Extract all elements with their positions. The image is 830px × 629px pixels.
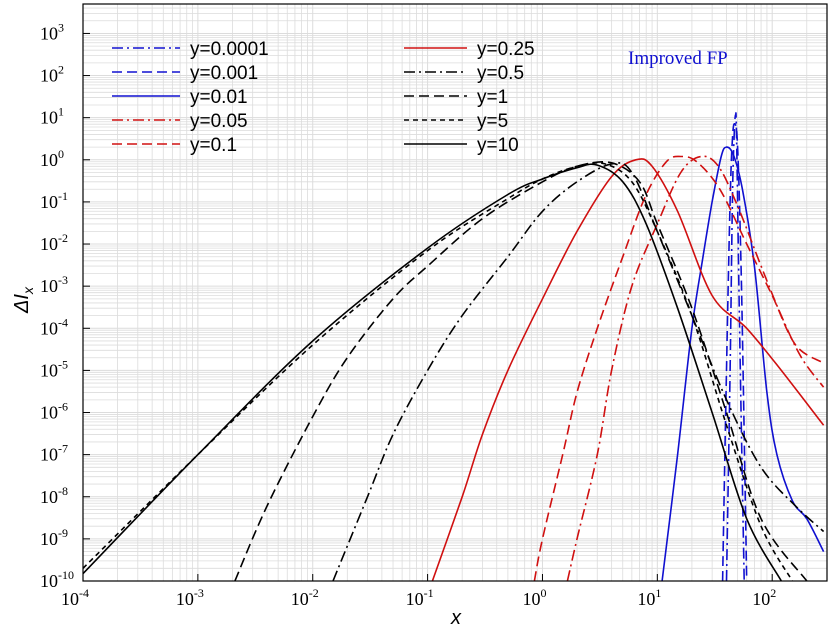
y-tick-label: 10-6 bbox=[40, 400, 68, 423]
x-tick-label: 102 bbox=[752, 586, 776, 609]
legend-label: y=10 bbox=[477, 135, 519, 156]
plot-frame bbox=[82, 3, 828, 582]
series-line-y-1 bbox=[234, 161, 808, 581]
y-tick-label: 10-9 bbox=[40, 526, 68, 549]
series-layer bbox=[83, 112, 825, 581]
x-tick-label: 10-1 bbox=[406, 586, 434, 609]
x-axis-label: x bbox=[450, 607, 462, 629]
x-tick-label: 10-2 bbox=[291, 586, 319, 609]
legend-label: y=0.0001 bbox=[190, 39, 269, 60]
legend-label: y=5 bbox=[477, 111, 508, 132]
y-tick-label: 101 bbox=[40, 105, 64, 128]
y-tick-label: 103 bbox=[40, 20, 64, 43]
series-line-y-0-01 bbox=[661, 146, 825, 581]
y-tick-label: 10-5 bbox=[40, 357, 68, 380]
series-line-y-0-001 bbox=[721, 123, 748, 581]
x-tick-label: 10-4 bbox=[61, 586, 89, 609]
legend-label: y=0.001 bbox=[190, 63, 258, 84]
y-axis-label: ΔIx bbox=[11, 286, 36, 314]
y-tick-label: 10-10 bbox=[40, 568, 74, 591]
legend-label: y=0.1 bbox=[190, 135, 237, 156]
y-tick-label: 102 bbox=[40, 63, 64, 86]
series-line-y-5 bbox=[83, 162, 794, 581]
annotation-improved-fp: Improved FP bbox=[628, 48, 728, 69]
y-tick-label: 10-8 bbox=[40, 484, 68, 507]
y-tick-label: 10-1 bbox=[40, 189, 68, 212]
y-tick-label: 10-3 bbox=[40, 273, 68, 296]
series-line-y-0-0001 bbox=[725, 112, 745, 581]
legend-label: y=1 bbox=[477, 87, 508, 108]
legend-label: y=0.5 bbox=[477, 63, 524, 84]
x-tick-label: 100 bbox=[522, 586, 546, 609]
x-tick-label: 101 bbox=[637, 586, 661, 609]
x-tick-label: 10-3 bbox=[176, 586, 204, 609]
y-tick-label: 100 bbox=[40, 147, 64, 170]
legend-label: y=0.25 bbox=[477, 39, 535, 60]
series-line-y-10 bbox=[83, 163, 782, 581]
grid bbox=[82, 3, 828, 582]
legend-label: y=0.05 bbox=[190, 111, 248, 132]
y-tick-label: 10-7 bbox=[40, 442, 68, 465]
y-tick-label: 10-4 bbox=[40, 315, 68, 338]
y-tick-label: 10-2 bbox=[40, 231, 68, 254]
series-line-y-0-1 bbox=[533, 155, 825, 581]
legend: y=0.0001 y=0.001 y=0.01 y=0.05 y=0.1 y=0.25 y=… bbox=[112, 39, 535, 156]
legend-label: y=0.01 bbox=[190, 87, 248, 108]
axis-ticks: 10-4 10-3 10-2 10-1 100 101 102 10-10 10-9 10-8 10… bbox=[40, 20, 776, 609]
series-line-y-0-05 bbox=[566, 155, 825, 581]
